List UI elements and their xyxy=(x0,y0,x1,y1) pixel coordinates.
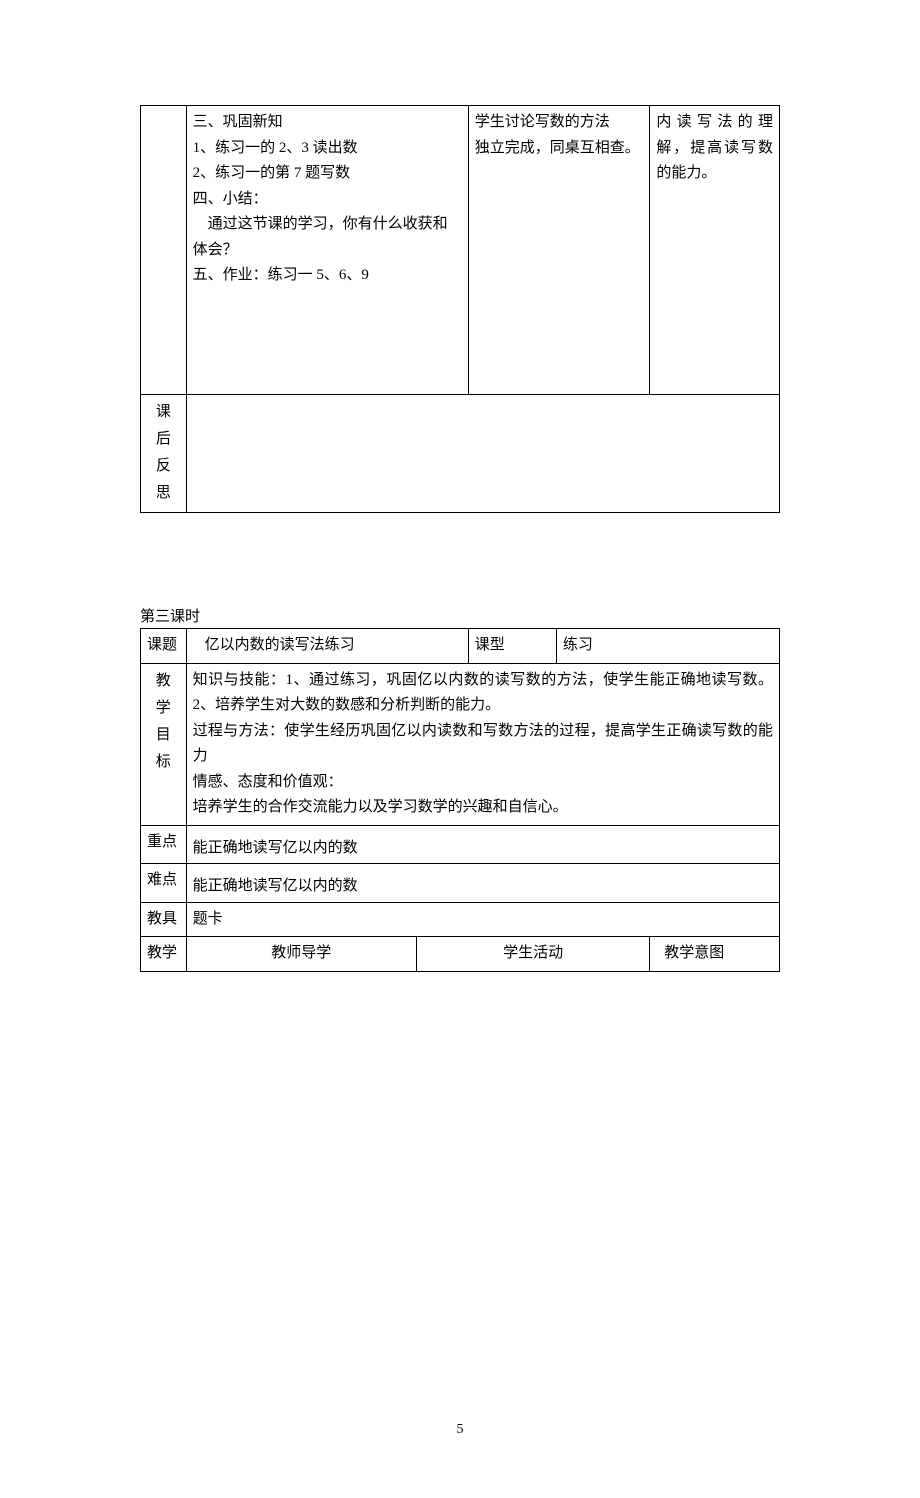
char: 学 xyxy=(147,695,180,722)
cell-keti-label: 课题 xyxy=(141,629,187,664)
lesson3-table: 课题 亿以内数的读写法练习 课型 练习 教 学 目 标 知识与技能：1、通过练习… xyxy=(140,628,780,972)
line: 五、作业：练习一 5、6、9 xyxy=(193,263,462,289)
line: 内读写法的理解，提高读写数的能力。 xyxy=(656,110,773,187)
table-row: 三、巩固新知 1、练习一的 2、3 读出数 2、练习一的第 7 题写数 四、小结… xyxy=(141,106,780,395)
cell-goal-label: 教 学 目 标 xyxy=(141,663,187,825)
cell-student-activity: 学生讨论写数的方法 独立完成，同桌互相查。 xyxy=(468,106,650,395)
char: 教 xyxy=(147,668,180,695)
char: 目 xyxy=(147,722,180,749)
cell-tool-label: 教具 xyxy=(141,902,187,937)
cell-kexing-label: 课型 xyxy=(468,629,556,664)
line: 独立完成，同桌互相查。 xyxy=(475,136,644,162)
table-row: 难点 能正确地读写亿以内的数 xyxy=(141,864,780,903)
cell-teach-label: 教学 xyxy=(141,937,187,972)
char: 反 xyxy=(147,453,180,480)
table-row: 教学 教师导学 学生活动 教学意图 xyxy=(141,937,780,972)
cell-key-label: 重点 xyxy=(141,825,187,864)
line: 三、巩固新知 xyxy=(193,110,462,136)
cell-teacher-guidance: 三、巩固新知 1、练习一的 2、3 读出数 2、练习一的第 7 题写数 四、小结… xyxy=(186,106,468,395)
table-row: 课题 亿以内数的读写法练习 课型 练习 xyxy=(141,629,780,664)
char: 后 xyxy=(147,426,180,453)
line: 通过这节课的学习，你有什么收获和体会？ xyxy=(193,212,462,263)
cell-reflection-body xyxy=(186,395,779,513)
lesson3-caption: 第三课时 xyxy=(140,605,780,626)
line: 四、小结： xyxy=(193,187,462,213)
line: 学生讨论写数的方法 xyxy=(475,110,644,136)
cell-teacher-guide-hdr: 教师导学 xyxy=(186,937,416,972)
table-row: 教具 题卡 xyxy=(141,902,780,937)
cell-goal-body: 知识与技能：1、通过练习，巩固亿以内数的读写数的方法，使学生能正确地读写数。2、… xyxy=(186,663,779,825)
line: 1、练习一的 2、3 读出数 xyxy=(193,136,462,162)
cell-key-value: 能正确地读写亿以内的数 xyxy=(186,825,779,864)
cell-intent-hdr: 教学意图 xyxy=(650,937,780,972)
cell-diff-value: 能正确地读写亿以内的数 xyxy=(186,864,779,903)
cell-keti-value: 亿以内数的读写法练习 xyxy=(186,629,468,664)
cell-tool-value: 题卡 xyxy=(186,902,779,937)
cell-teaching-intent: 内读写法的理解，提高读写数的能力。 xyxy=(650,106,780,395)
page-number: 5 xyxy=(140,1422,780,1438)
table-row: 课 后 反 思 xyxy=(141,395,780,513)
text: 亿以内数的读写法练习 xyxy=(205,637,355,653)
cell-student-activity-hdr: 学生活动 xyxy=(416,937,649,972)
lesson-table-continuation: 三、巩固新知 1、练习一的 2、3 读出数 2、练习一的第 7 题写数 四、小结… xyxy=(140,105,780,513)
table-row: 重点 能正确地读写亿以内的数 xyxy=(141,825,780,864)
table-row: 教 学 目 标 知识与技能：1、通过练习，巩固亿以内数的读写数的方法，使学生能正… xyxy=(141,663,780,825)
cell-kexing-value: 练习 xyxy=(556,629,779,664)
cell-diff-label: 难点 xyxy=(141,864,187,903)
cell-reflection-label: 课 后 反 思 xyxy=(141,395,187,513)
cell-blank xyxy=(141,106,187,395)
line: 2、练习一的第 7 题写数 xyxy=(193,161,462,187)
char: 标 xyxy=(147,749,180,776)
char: 思 xyxy=(147,480,180,507)
char: 课 xyxy=(147,399,180,426)
